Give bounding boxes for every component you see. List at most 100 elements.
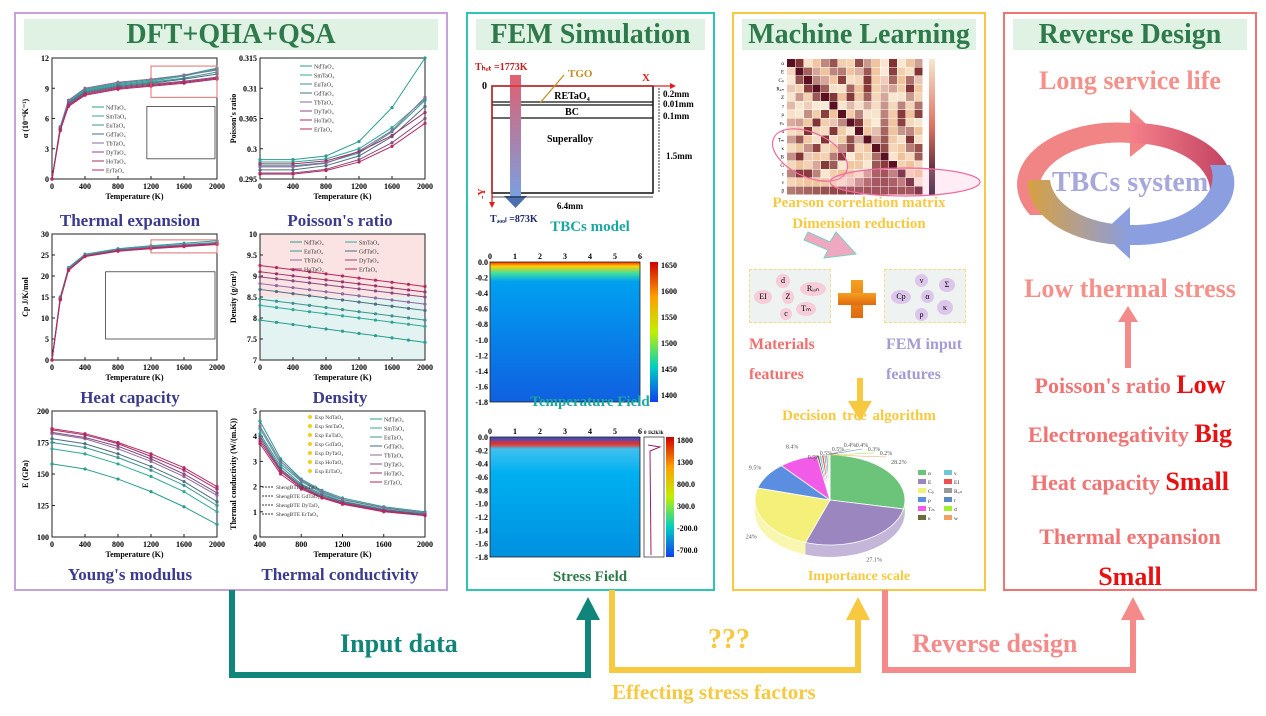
series-line (51, 244, 218, 361)
data-point (390, 304, 394, 308)
data-point (307, 325, 312, 329)
matrix-cell (804, 110, 812, 118)
data-point (274, 299, 279, 303)
data-point (50, 427, 54, 431)
matrix-cell (863, 101, 872, 110)
x-tick-label: 5 (613, 252, 617, 261)
y-tick-label: -0.8 (475, 486, 488, 495)
pie-legend-label: E (928, 480, 932, 486)
reverse-design-arrowhead-icon (1121, 597, 1145, 620)
matrix-cell (889, 59, 897, 67)
x-tick-label: 0 (50, 363, 54, 372)
inset-tick-label: 0 1k2k3k (644, 431, 664, 436)
matrix-cell (787, 59, 795, 67)
y-tick-label: 100 (37, 533, 49, 542)
y-tick-label: 150 (37, 470, 49, 479)
matrix-cell (838, 118, 846, 127)
y-axis-label: Poisson's ratio (229, 94, 238, 144)
legend-label: Exp ErTaO₄ (315, 469, 342, 475)
matrix-cell (906, 101, 914, 110)
data-point (291, 168, 295, 172)
data-point (340, 285, 345, 289)
data-point (258, 437, 262, 441)
matrix-cell (855, 135, 863, 144)
matrix-cell (872, 118, 880, 127)
matrix-cell (914, 186, 923, 195)
matrix-cell (897, 161, 906, 169)
y-tick-label: 0.295 (239, 175, 257, 184)
matrix-cell (838, 59, 846, 67)
matrix-cell (880, 118, 889, 127)
matrix-cell (880, 152, 889, 161)
colorbar (650, 262, 658, 402)
pie-leader-line (829, 454, 887, 458)
data-point (340, 329, 345, 333)
data-point (258, 318, 262, 322)
matrix-row-label: Z (781, 96, 784, 101)
matrix-cell (914, 152, 923, 161)
matrix-cell (846, 118, 855, 127)
pie-leader-line (813, 455, 819, 462)
data-point (274, 289, 279, 294)
matrix-cell (795, 135, 804, 144)
y-tick-label: 5 (253, 407, 257, 416)
matrix-cell (795, 59, 804, 67)
matrix-cell (897, 152, 906, 161)
legend-label: DyTaO₄ (314, 110, 334, 116)
series-line (260, 96, 426, 168)
matrix-cell (804, 93, 812, 101)
data-point (382, 506, 386, 510)
matrix-cell (880, 178, 889, 186)
matrix-cell (914, 76, 923, 84)
matrix-cell (863, 127, 872, 135)
data-point (149, 457, 153, 461)
pie-legend-label: ρ (928, 498, 931, 504)
x-tick-label: 1600 (384, 363, 400, 372)
data-point (406, 322, 411, 326)
data-point (357, 158, 361, 162)
matrix-cell (889, 101, 897, 110)
data-point (340, 314, 345, 318)
data-point (373, 302, 378, 306)
data-point (357, 147, 361, 151)
origin-label: 0 (482, 81, 487, 92)
data-point (324, 327, 328, 331)
heat-flow-arrow-shaft (510, 75, 521, 197)
tbcs-cycle-arrows (1017, 109, 1235, 259)
data-point (83, 435, 87, 440)
matrix-cell (914, 169, 923, 178)
data-point (50, 437, 54, 441)
data-point (340, 280, 345, 284)
matrix-cell (838, 67, 846, 76)
data-point (50, 430, 54, 435)
pie-legend-label: d (954, 507, 957, 513)
data-point (182, 505, 186, 509)
matrix-cell (863, 59, 872, 67)
y-tick-label: 4 (253, 432, 257, 441)
temperature-field-plot: 0 1 2 3 4 5 6 0.0 -0.2 -0.4 -0.6 -0.8 -1.0 -1.2 -1.4 -1… (475, 252, 677, 407)
x-tick-label: 1200 (143, 363, 159, 372)
x-tick-label: 1200 (335, 540, 351, 549)
matrix-cell (872, 101, 880, 110)
matrix-cell (804, 76, 812, 84)
heat-flow-arrow-head (504, 196, 527, 208)
y-tick-label: -1.6 (475, 540, 488, 549)
pie-value-label: 8.4% (786, 444, 799, 450)
matrix-row-label: Rᵢₒₙ (776, 88, 784, 93)
legend-label: Exp DyTaO₄ (315, 451, 343, 457)
matrix-cell (812, 144, 821, 152)
x-tick-label: 1600 (376, 540, 392, 549)
stress-field-plot: 0 1 2 3 4 5 6 0.0 -0.2 -0.4 -0.6 -0.8 -1.0 -1.2 -1.4 -1… (475, 427, 697, 562)
pie-value-label: 0.5% (832, 447, 845, 453)
feature-bubble: ρ (915, 308, 928, 321)
rule-value: Low (1176, 370, 1226, 399)
data-point (291, 165, 295, 169)
matrix-cell (889, 169, 897, 178)
y-tick-label: -1.2 (475, 513, 488, 522)
matrix-cell (787, 93, 795, 101)
x-tick-label: 2000 (417, 182, 433, 191)
feature-bubble: Cp (891, 290, 911, 304)
matrix-cell (821, 67, 829, 76)
dim-substrate-label: 1.5mm (666, 151, 693, 161)
x-tick-label: 1200 (143, 540, 159, 549)
